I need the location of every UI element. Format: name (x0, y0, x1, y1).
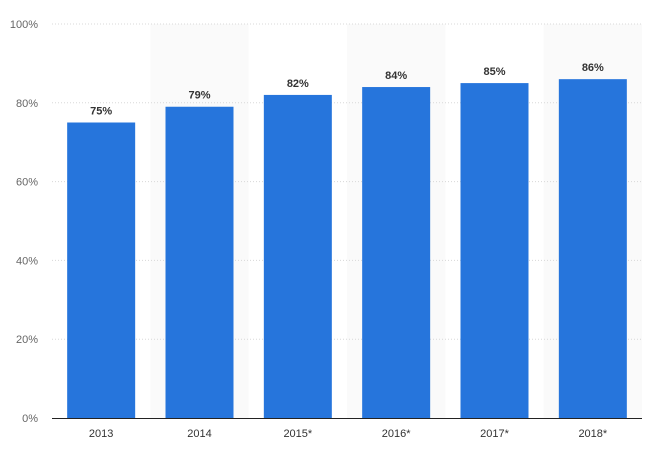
y-tick-label: 20% (16, 334, 38, 346)
bar-value-label: 75% (90, 106, 112, 118)
bar (67, 122, 136, 418)
y-tick-label: 100% (10, 19, 38, 31)
y-axis-ticks: 0% 20% 40% 60% 80% 100% (10, 19, 38, 425)
y-tick-label: 40% (16, 255, 38, 267)
x-tick-label: 2016* (382, 428, 411, 440)
x-tick-label: 2018* (578, 428, 607, 440)
x-tick-label: 2015* (283, 428, 312, 440)
bar (165, 106, 234, 419)
y-tick-label: 0% (22, 413, 38, 425)
bar-value-label: 82% (287, 78, 309, 90)
bar (460, 83, 529, 418)
gridlines (52, 23, 642, 340)
bar (558, 79, 627, 418)
bar-value-label: 85% (483, 66, 505, 78)
bars (67, 79, 627, 419)
bar (362, 87, 431, 418)
bar-value-label: 79% (188, 90, 210, 102)
y-tick-label: 80% (16, 98, 38, 110)
x-tick-label: 2013 (89, 428, 113, 440)
bar-value-label: 84% (385, 70, 407, 82)
x-tick-label: 2017* (480, 428, 509, 440)
data-labels: 75% 79% 82% 84% 85% 86% (90, 62, 604, 117)
y-tick-label: 60% (16, 177, 38, 189)
x-axis-ticks: 2013 2014 2015* 2016* 2017* 2018* (89, 428, 608, 440)
bar (263, 94, 332, 419)
x-tick-label: 2014 (187, 428, 211, 440)
bar-value-label: 86% (582, 62, 604, 74)
